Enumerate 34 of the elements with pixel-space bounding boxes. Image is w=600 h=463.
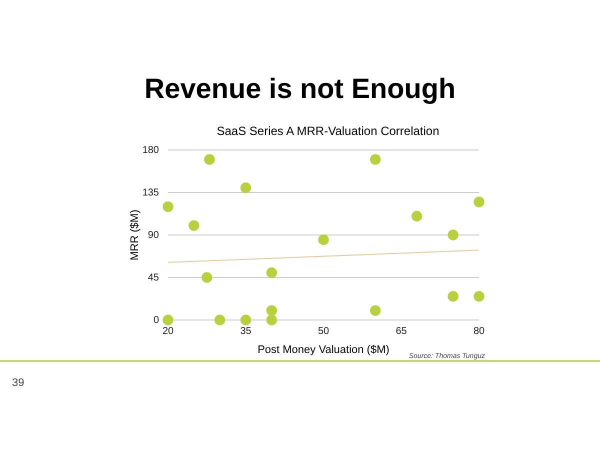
point xyxy=(474,196,484,208)
point xyxy=(448,291,458,302)
y-tick-label: 180 xyxy=(142,145,160,156)
y-tick-label: 45 xyxy=(148,272,160,284)
y-axis-title: MRR ($M) xyxy=(129,210,141,260)
point xyxy=(214,314,226,326)
point xyxy=(370,305,381,316)
point xyxy=(162,314,174,326)
y-tick-label: 90 xyxy=(148,230,160,242)
x-tick-label: 50 xyxy=(318,326,330,338)
point xyxy=(411,210,422,222)
x-tick-label: 20 xyxy=(162,326,174,338)
point xyxy=(474,291,484,302)
x-tick-label: 80 xyxy=(473,326,485,338)
point xyxy=(162,201,174,212)
point xyxy=(266,267,278,278)
x-tick-label: 65 xyxy=(396,326,408,338)
chart-title: Revenue is not Enough xyxy=(144,73,456,104)
point xyxy=(448,230,458,240)
x-tick-label: 35 xyxy=(240,326,252,338)
y-tick-label: 0 xyxy=(153,315,160,326)
point xyxy=(240,314,252,326)
point xyxy=(318,234,329,246)
point xyxy=(370,154,381,165)
chart-subtitle: SaaS Series A MRR-Valuation Correlation xyxy=(216,124,440,138)
point xyxy=(204,154,215,165)
point xyxy=(266,305,278,316)
x-axis-title: Post Money Valuation ($M) xyxy=(258,344,390,356)
text: 39 xyxy=(12,377,24,389)
point xyxy=(240,182,252,194)
point xyxy=(188,220,200,231)
point xyxy=(202,272,212,283)
point xyxy=(266,314,278,326)
y-tick-label: 135 xyxy=(142,188,160,199)
